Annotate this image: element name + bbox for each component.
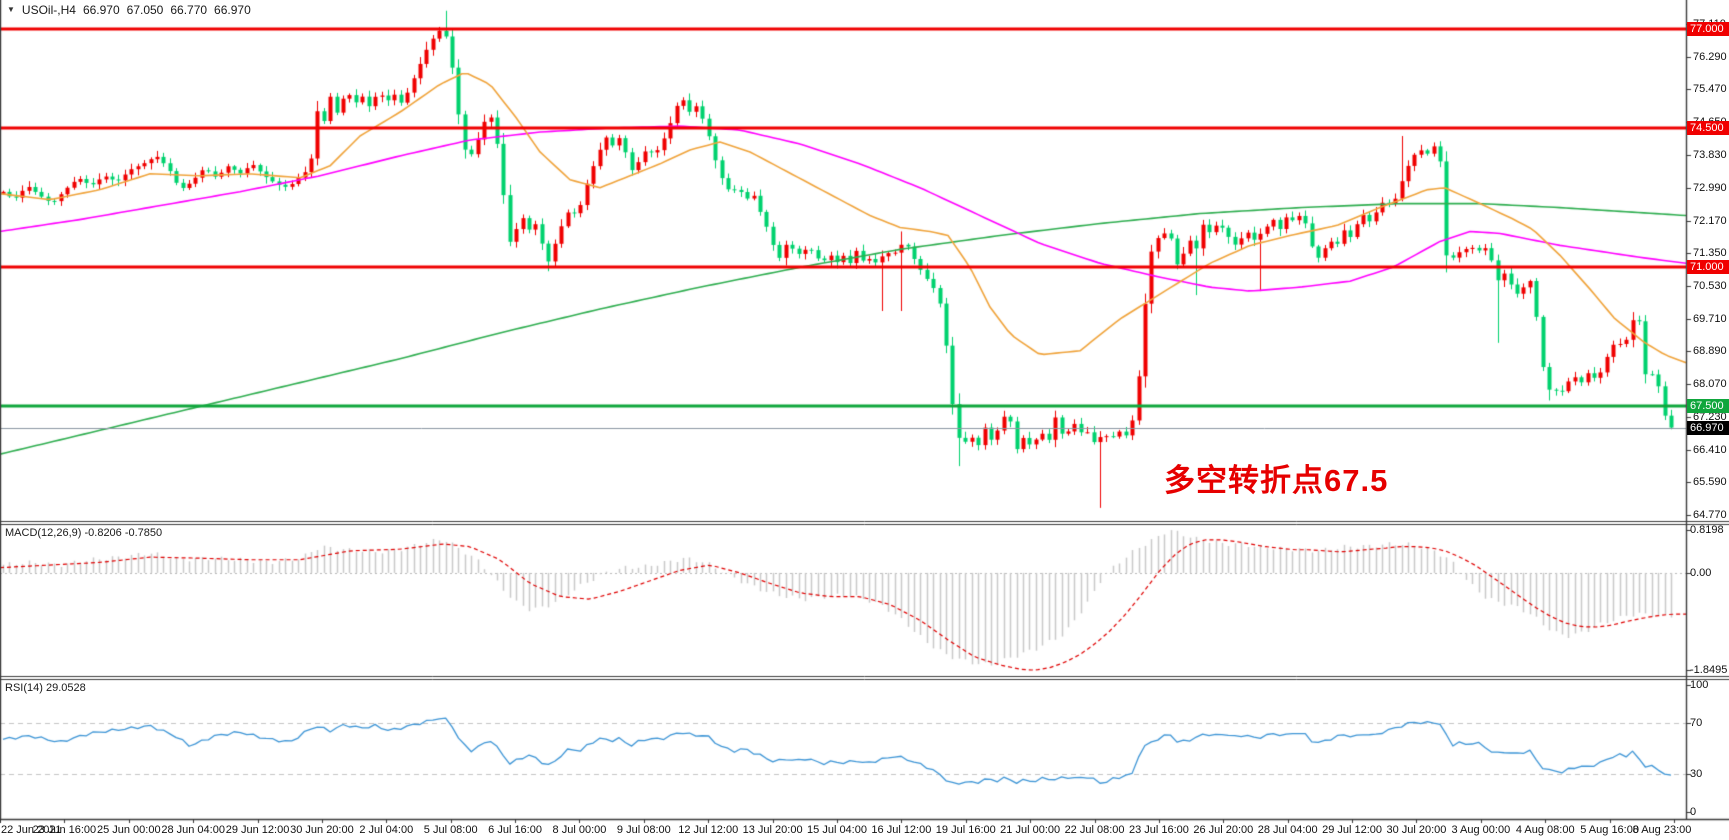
- price-badge: 74.500: [1687, 121, 1729, 136]
- rsi-scale-label: 70: [1690, 717, 1703, 730]
- symbol-period-label: USOil-,H4: [21, 3, 76, 17]
- price-badge: 67.500: [1687, 399, 1729, 414]
- time-axis-label: 28 Jul 04:00: [1257, 824, 1318, 836]
- symbol-dropdown-icon[interactable]: ▼: [7, 5, 15, 14]
- price-axis-label: 71.350: [1693, 247, 1727, 260]
- time-axis-label: 4 Aug 08:00: [1515, 824, 1575, 836]
- time-axis-label: 9 Jul 08:00: [616, 824, 671, 836]
- macd-scale-label: 0.8198: [1690, 523, 1724, 536]
- rsi-value: 29.0528: [45, 682, 86, 694]
- time-axis-label: 15 Jul 04:00: [807, 824, 867, 836]
- price-badge: 66.970: [1687, 420, 1729, 435]
- rsi-scale-label: 30: [1690, 767, 1703, 780]
- price-axis-label: 73.830: [1693, 148, 1727, 161]
- time-axis-label: 29 Jun 12:00: [225, 824, 290, 836]
- ohlc-high: 67.050: [126, 3, 164, 17]
- time-axis-label: 8 Aug 23:00: [1632, 824, 1692, 836]
- time-axis-label: 26 Jul 20:00: [1193, 824, 1254, 836]
- time-axis-label: 13 Jul 20:00: [742, 824, 803, 836]
- time-axis-label: 5 Jul 08:00: [423, 824, 478, 836]
- ohlc-close: 66.970: [214, 3, 251, 17]
- time-axis-label: 21 Jul 00:00: [1000, 824, 1061, 836]
- time-axis-label: 22 Jun 2021: [1, 824, 62, 836]
- price-axis-label: 76.290: [1693, 50, 1727, 63]
- price-axis-label: 67.230: [1693, 411, 1727, 424]
- time-axis-label: 23 Jun 16:00: [32, 824, 97, 836]
- macd-scale-label: -1.8495: [1690, 664, 1728, 677]
- time-axis-label: 12 Jul 12:00: [678, 824, 739, 836]
- price-axis-label: 70.530: [1693, 279, 1727, 292]
- time-axis-label: 25 Jun 00:00: [96, 824, 161, 836]
- time-axis-label: 22 Jul 08:00: [1064, 824, 1125, 836]
- price-axis-label: 65.590: [1693, 476, 1727, 489]
- macd-scale-label: 0.00: [1690, 566, 1712, 579]
- price-axis-label: 72.170: [1693, 214, 1727, 227]
- chart-title-bar: ▼ USOil-,H4 66.970 67.050 66.770 66.970: [7, 3, 251, 17]
- time-axis-label: 30 Jun 20:00: [290, 824, 354, 836]
- ohlc-low: 66.770: [170, 3, 208, 17]
- price-axis-label: 68.890: [1693, 345, 1727, 358]
- price-axis-label: 66.410: [1693, 443, 1727, 456]
- price-axis-label: 69.710: [1693, 312, 1727, 325]
- chart-annotation-text: 多空转折点67.5: [1164, 463, 1389, 498]
- time-axis-label: 3 Aug 00:00: [1451, 824, 1511, 836]
- macd-name: MACD(12,26,9): [5, 527, 82, 539]
- macd-indicator-label: MACD(12,26,9) -0.8206 -0.7850: [5, 527, 162, 539]
- time-axis-label: 23 Jul 16:00: [1128, 824, 1189, 836]
- price-axis-label: 64.770: [1693, 509, 1727, 522]
- rsi-scale-label: 0: [1690, 805, 1697, 818]
- time-axis-label: 28 Jun 04:00: [161, 824, 225, 836]
- time-axis-label: 19 Jul 16:00: [935, 824, 996, 836]
- price-axis-label: 68.070: [1693, 377, 1727, 390]
- time-axis-label: 8 Jul 00:00: [552, 824, 607, 836]
- macd-values: -0.8206 -0.7850: [84, 527, 163, 539]
- rsi-scale-label: 100: [1690, 679, 1709, 692]
- time-axis-label: 29 Jul 12:00: [1322, 824, 1383, 836]
- price-axis-label: 75.470: [1693, 83, 1727, 96]
- price-axis-label: 72.990: [1693, 182, 1727, 195]
- rsi-indicator-label: RSI(14) 29.0528: [5, 682, 86, 694]
- time-axis-label: 5 Aug 16:00: [1580, 824, 1639, 836]
- time-axis-label: 6 Jul 16:00: [488, 824, 542, 836]
- time-axis-label: 16 Jul 12:00: [871, 824, 932, 836]
- rsi-name: RSI(14): [5, 682, 43, 694]
- price-badge: 77.000: [1687, 21, 1729, 36]
- time-axis-label: 2 Jul 04:00: [359, 824, 414, 836]
- price-badge: 71.000: [1687, 260, 1729, 275]
- ohlc-open: 66.970: [82, 3, 120, 17]
- time-axis-label: 30 Jul 20:00: [1386, 824, 1447, 836]
